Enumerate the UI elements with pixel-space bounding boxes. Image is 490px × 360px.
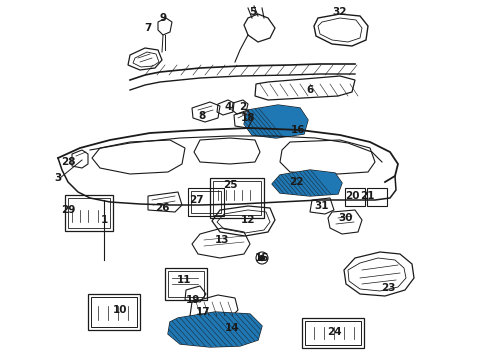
Text: 24: 24 <box>327 327 342 337</box>
Text: 22: 22 <box>289 177 303 187</box>
Bar <box>188 188 224 216</box>
Text: 30: 30 <box>339 213 353 223</box>
Bar <box>88 294 140 330</box>
Bar <box>91 297 137 327</box>
Text: 29: 29 <box>61 205 75 215</box>
Polygon shape <box>168 312 262 347</box>
Text: 28: 28 <box>61 157 75 167</box>
Text: 2: 2 <box>240 102 246 112</box>
Text: 16: 16 <box>291 125 305 135</box>
Text: 26: 26 <box>155 203 169 213</box>
Text: 20: 20 <box>345 191 359 201</box>
Bar <box>367 188 387 206</box>
Text: 23: 23 <box>381 283 395 293</box>
Text: 7: 7 <box>145 23 152 33</box>
Text: 5: 5 <box>249 7 257 17</box>
Text: 18: 18 <box>241 113 255 123</box>
Polygon shape <box>272 170 342 196</box>
Bar <box>345 188 365 206</box>
Text: 27: 27 <box>189 195 203 205</box>
Text: 1: 1 <box>100 215 108 225</box>
Bar <box>191 191 221 213</box>
Text: 6: 6 <box>306 85 314 95</box>
Text: 13: 13 <box>215 235 229 245</box>
Text: 15: 15 <box>255 253 269 263</box>
Bar <box>305 321 361 345</box>
Text: 14: 14 <box>225 323 239 333</box>
Text: 19: 19 <box>186 295 200 305</box>
Bar <box>168 271 204 297</box>
Text: 10: 10 <box>113 305 127 315</box>
Bar <box>213 181 261 215</box>
Bar <box>165 268 207 300</box>
Bar <box>210 178 264 218</box>
Bar <box>65 195 113 231</box>
Text: 17: 17 <box>196 307 210 317</box>
Text: 31: 31 <box>315 201 329 211</box>
Text: 3: 3 <box>54 173 62 183</box>
Bar <box>68 198 110 228</box>
Text: 25: 25 <box>223 180 237 190</box>
Bar <box>302 318 364 348</box>
Circle shape <box>260 256 265 261</box>
Text: 11: 11 <box>177 275 191 285</box>
Polygon shape <box>244 105 308 138</box>
Text: 8: 8 <box>198 111 206 121</box>
Text: 21: 21 <box>360 191 374 201</box>
Text: 32: 32 <box>333 7 347 17</box>
Text: 9: 9 <box>159 13 167 23</box>
Text: 4: 4 <box>224 102 232 112</box>
Text: 12: 12 <box>241 215 255 225</box>
